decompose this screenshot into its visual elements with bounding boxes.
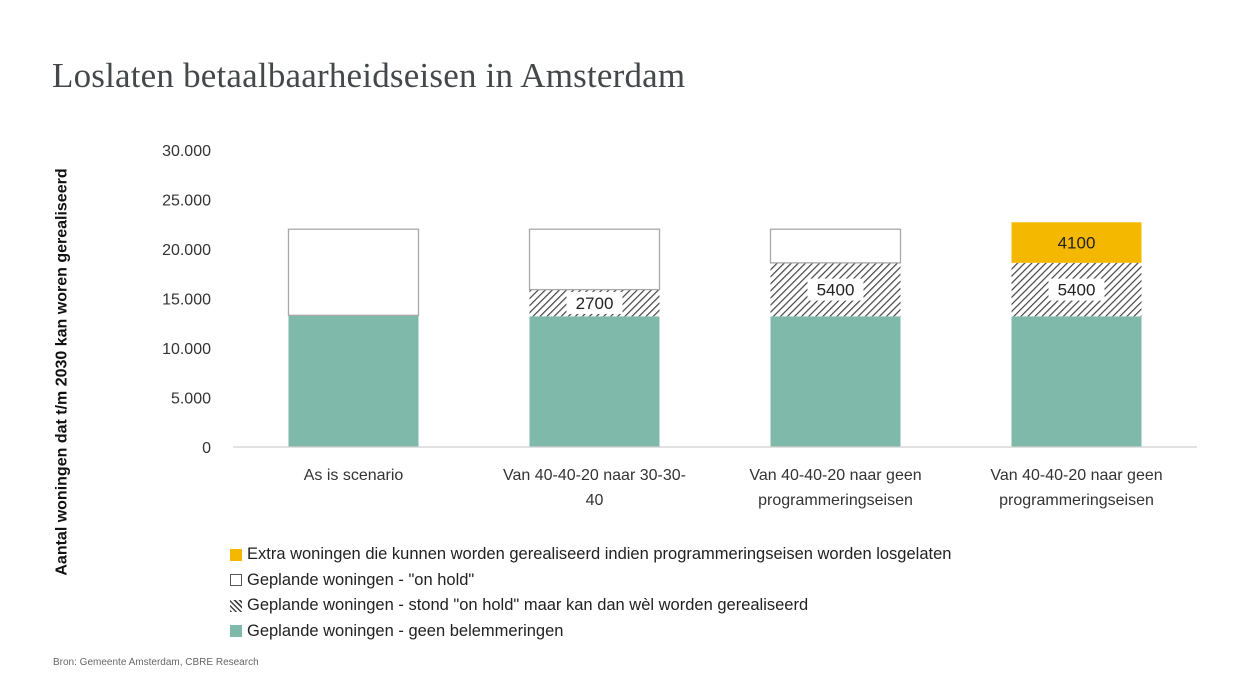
category-label: As is scenario <box>304 467 404 484</box>
category-labels: As is scenario Van 40-40-20 naar 30-30- 40… <box>304 467 1163 509</box>
category-label: Van 40-40-20 naar geen <box>990 467 1162 484</box>
bar-segment <box>288 315 419 447</box>
legend-swatch <box>230 599 242 612</box>
y-tick-label: 0 <box>202 440 211 457</box>
data-labels: 2700 5400 5400 4100 <box>566 234 1105 314</box>
y-tick-label: 5.000 <box>171 391 211 408</box>
legend-item: Geplande woningen - "on hold" <box>230 568 951 594</box>
data-label: 4100 <box>1058 234 1096 253</box>
data-label-background <box>1048 278 1105 301</box>
y-axis-ticks: 0 5.000 10.000 15.000 20.000 25.000 30.000 <box>162 143 211 457</box>
legend-item: Geplande woningen - geen belemmeringen <box>230 619 951 645</box>
bar-segment <box>769 228 902 264</box>
legend-item: Extra woningen die kunnen worden gereali… <box>230 542 951 568</box>
category-label: 40 <box>586 492 604 509</box>
legend-swatch <box>230 625 242 638</box>
stacked-bar-chart: 0 5.000 10.000 15.000 20.000 25.000 30.000 270… <box>162 143 1197 509</box>
bar-segment <box>1011 222 1142 263</box>
data-label: 2700 <box>576 294 614 313</box>
data-label: 5400 <box>817 281 855 300</box>
bars <box>287 222 1142 447</box>
legend-item: Geplande woningen - stond "on hold" maar… <box>230 593 951 619</box>
data-label-background <box>566 291 623 314</box>
legend: Extra woningen die kunnen worden gereali… <box>230 542 951 644</box>
legend-label: Geplande woningen - "on hold" <box>247 570 475 589</box>
bar-segment <box>287 228 420 316</box>
bar-segment <box>1011 316 1142 447</box>
chart-title: Loslaten betaalbaarheidseisen in Amsterd… <box>52 56 686 95</box>
legend-label: Geplande woningen - geen belemmeringen <box>247 621 564 640</box>
bar-segment <box>770 316 901 447</box>
y-tick-label: 25.000 <box>162 193 211 210</box>
legend-label: Extra woningen die kunnen worden gereali… <box>247 545 952 564</box>
legend-label: Geplande woningen - stond "on hold" maar… <box>247 596 809 615</box>
data-label: 5400 <box>1058 281 1096 300</box>
bar-segment <box>529 316 660 447</box>
category-label: programmeringseisen <box>758 492 913 509</box>
legend-swatch <box>230 548 242 561</box>
category-label: Van 40-40-20 naar geen <box>749 467 921 484</box>
y-tick-label: 20.000 <box>162 242 211 259</box>
y-tick-label: 10.000 <box>162 341 211 358</box>
source-note: Bron: Gemeente Amsterdam, CBRE Research <box>53 657 259 668</box>
legend-swatch <box>230 574 242 587</box>
bar-segment <box>528 228 661 291</box>
y-tick-label: 15.000 <box>162 292 211 309</box>
category-label: Van 40-40-20 naar 30-30- <box>503 467 686 484</box>
y-tick-label: 30.000 <box>162 143 211 160</box>
category-label: programmeringseisen <box>999 492 1154 509</box>
data-label-background <box>807 278 864 301</box>
